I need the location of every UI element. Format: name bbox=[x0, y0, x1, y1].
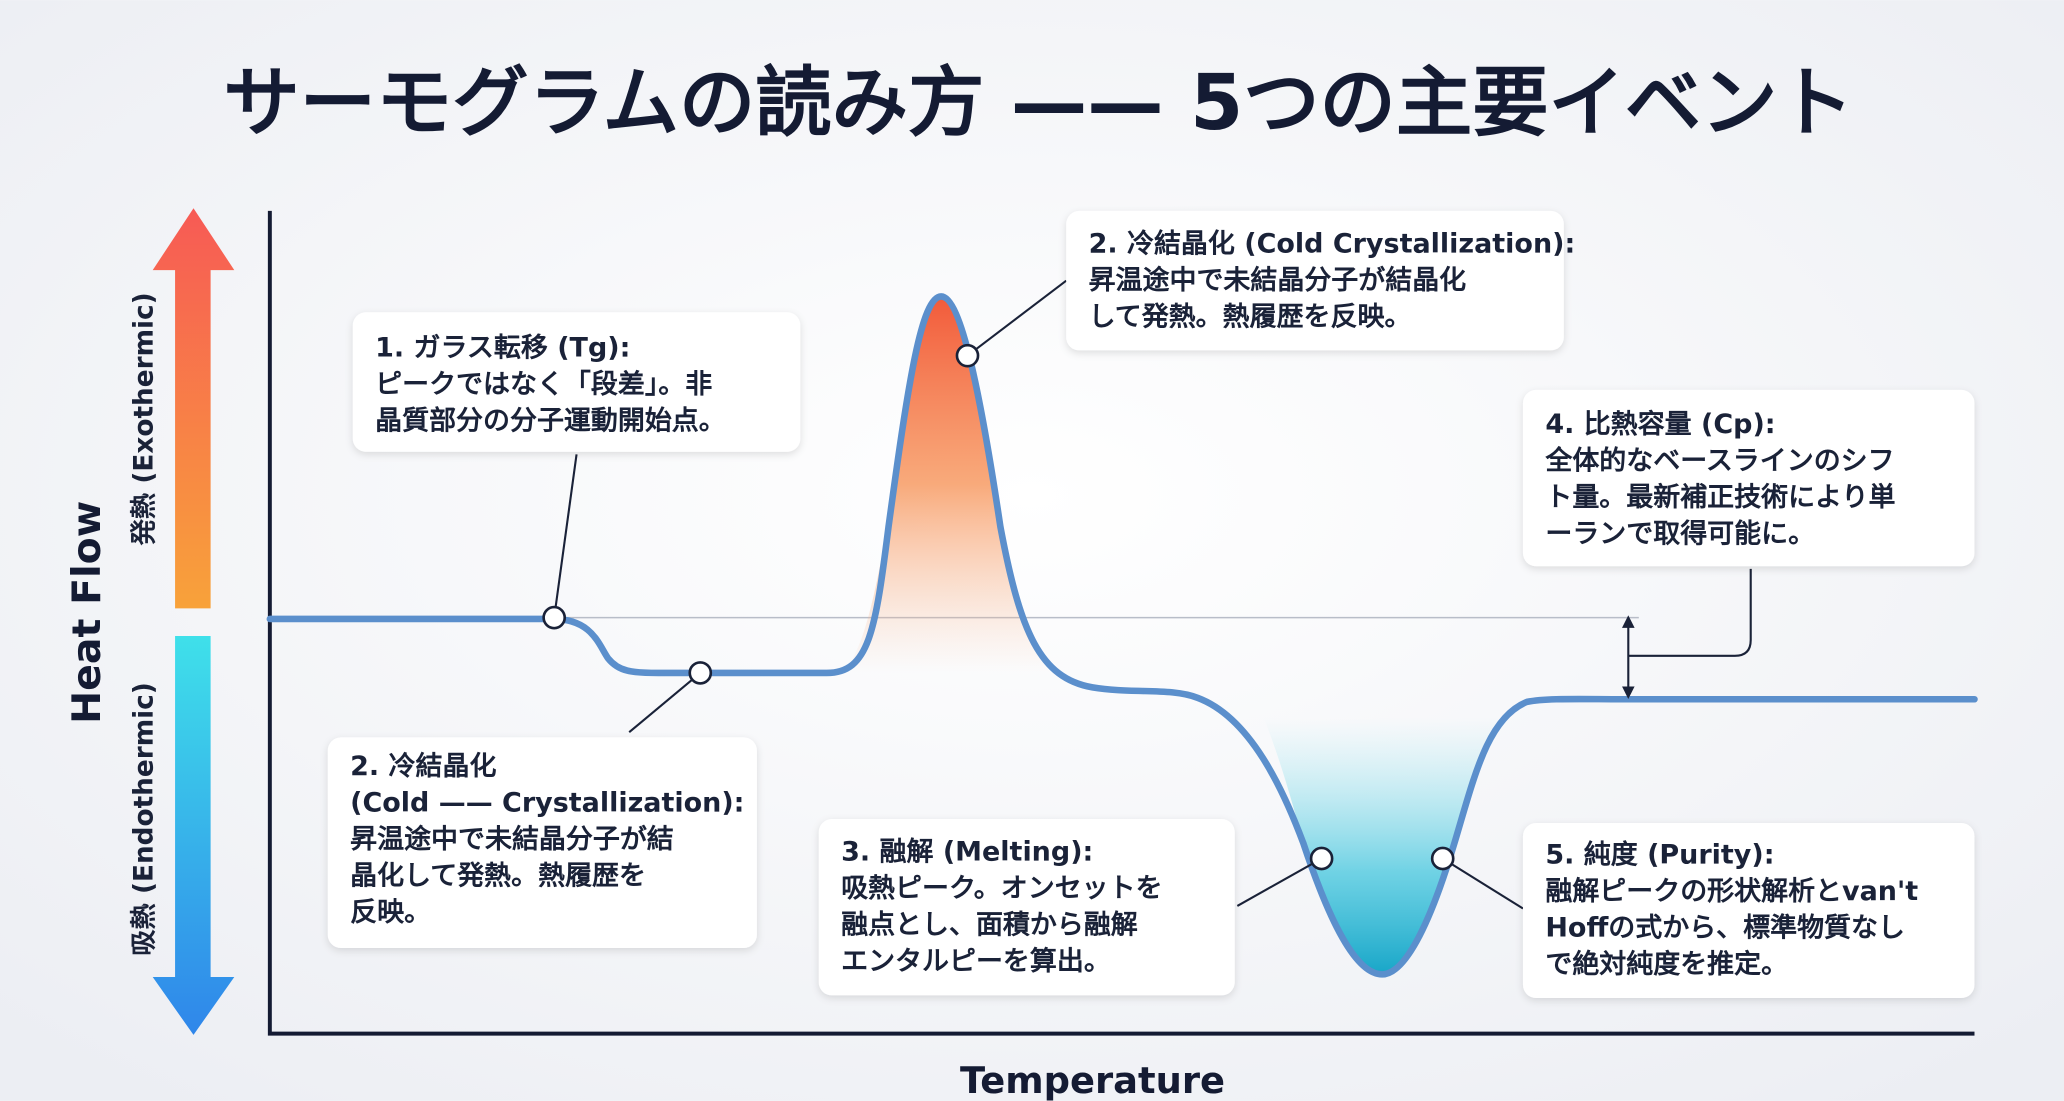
callout-box bbox=[352, 312, 801, 452]
callout-text: 晶化して発熱。熱履歴を bbox=[350, 861, 646, 892]
callout-text: 2. 冷結晶化 (Cold Crystallization): bbox=[1089, 228, 1576, 260]
callout-text: ピークではなく「段差」。非 bbox=[375, 368, 712, 400]
connectors bbox=[553, 279, 1752, 910]
callout-text: ーランで取得可能に。 bbox=[1545, 517, 1815, 549]
callout: 3. 融解 (Melting): 吸熱ピーク。オンセットを融点とし、面積から融解エ… bbox=[818, 819, 1235, 996]
callouts: 1. ガラス転移 (Tg): ピークではなく「段差」。非晶質部分の分子運動開始点。… bbox=[327, 210, 1975, 999]
callout-text: で絶対純度を推定。 bbox=[1545, 948, 1788, 980]
callout-text: Hoffの式から、標準物質なし bbox=[1545, 911, 1905, 943]
callout-text: ト量。最新補正技術により単 bbox=[1545, 481, 1895, 513]
callout-box bbox=[1066, 210, 1564, 351]
callout: 5. 純度 (Purity): 融解ピークの形状解析とvan't Hoffの式から、… bbox=[1522, 822, 1975, 999]
callout-text: 晶質部分の分子運動開始点。 bbox=[375, 405, 726, 437]
callout-text: 4. 比熱容量 (Cp): bbox=[1545, 408, 1775, 440]
exo-label: 発熱 (Exothermic) bbox=[129, 292, 159, 546]
endo-label: 吸熱 (Endothermic) bbox=[129, 682, 159, 956]
callout-text: 融解ピークの形状解析とvan't bbox=[1545, 876, 1918, 907]
x-label: Temperature bbox=[960, 1059, 1225, 1101]
title: サーモグラムの読み方 —— 5つの主要イベント bbox=[223, 59, 1854, 148]
callout-text: 2. 冷結晶化 bbox=[350, 750, 496, 782]
callout-text: 吸熱ピーク。オンセットを bbox=[841, 873, 1162, 904]
callout-text: 全体的なベースラインのシフ bbox=[1544, 444, 1894, 476]
axes bbox=[267, 210, 1975, 1036]
callout-box bbox=[1522, 822, 1975, 999]
callout-text: 3. 融解 (Melting): bbox=[841, 837, 1093, 868]
peak-fill bbox=[842, 296, 1054, 673]
callout-text: して発熱。熱履歴を反映。 bbox=[1089, 302, 1412, 333]
callout-box bbox=[327, 737, 757, 949]
y-label: Heat Flow bbox=[64, 501, 110, 724]
dip-fill bbox=[1263, 717, 1501, 975]
callout-box bbox=[1522, 389, 1975, 567]
callout-text: 昇温途中で未結晶分子が結晶化 bbox=[1089, 264, 1467, 296]
callout-text: (Cold —— Crystallization): bbox=[350, 788, 744, 819]
callout-box bbox=[818, 819, 1235, 996]
callout: 2. 冷結晶化 (Cold —— Crystallization): 昇温途中で未結… bbox=[327, 737, 757, 949]
callout-text: 反映。 bbox=[350, 897, 431, 928]
endo-arrow bbox=[152, 636, 235, 1035]
callout-text: エンタルピーを算出。 bbox=[841, 945, 1111, 977]
callout: 2. 冷結晶化 (Cold Crystallization): 昇温途中で未結晶分… bbox=[1066, 210, 1576, 351]
callout-text: 融点とし、面積から融解 bbox=[841, 910, 1138, 941]
markers bbox=[542, 343, 1455, 871]
callout-text: 5. 純度 (Purity): bbox=[1545, 838, 1774, 870]
callout-text: 昇温途中で未結晶分子が結 bbox=[350, 823, 674, 855]
callout: 4. 比熱容量 (Cp): 全体的なベースラインのシフト量。最新補正技術により単ー… bbox=[1522, 389, 1975, 567]
thermogram-curve bbox=[266, 293, 1978, 978]
callout-text: 1. ガラス転移 (Tg): bbox=[375, 333, 630, 364]
exo-arrow bbox=[152, 208, 235, 609]
